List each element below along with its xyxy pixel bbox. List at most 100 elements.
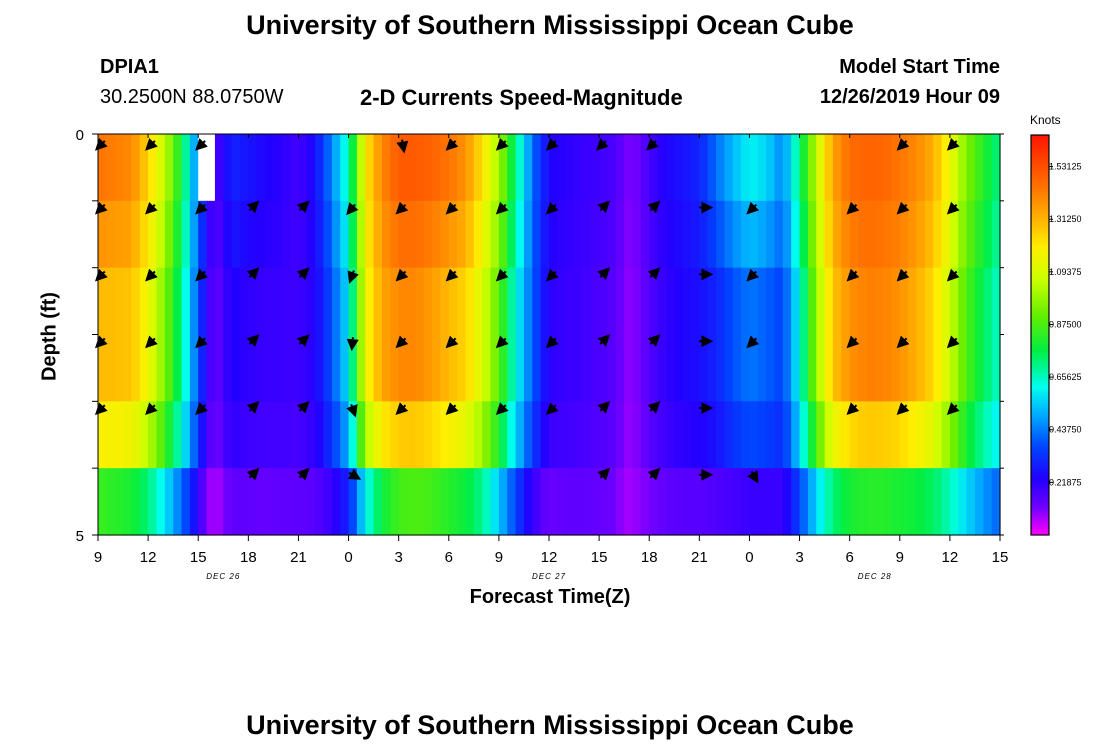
heatmap-cell — [657, 334, 667, 402]
heatmap-cell — [189, 134, 199, 202]
heatmap-cell — [390, 334, 400, 402]
heatmap-cell — [223, 401, 233, 469]
heatmap-cell — [473, 200, 483, 269]
heatmap-cell — [916, 134, 926, 202]
current-vector-arrow — [296, 400, 310, 414]
heatmap-cell — [265, 468, 274, 536]
current-vector-arrow — [596, 138, 609, 151]
heatmap-cell — [214, 134, 224, 202]
heatmap-cell — [532, 267, 542, 336]
heatmap-cell — [991, 267, 1001, 336]
heatmap-cell — [933, 134, 943, 202]
heatmap-cell — [432, 134, 442, 202]
heatmap-cell — [632, 200, 642, 269]
heatmap-cell — [106, 200, 116, 269]
heatmap-cell — [457, 401, 467, 469]
heatmap-cell — [498, 468, 508, 536]
heatmap-cell — [799, 401, 809, 469]
heatmap-cell — [824, 468, 834, 536]
x-tick-label: 9 — [495, 549, 503, 566]
heatmap-cell — [632, 134, 642, 202]
heatmap-cell — [173, 401, 183, 469]
x-axis: 9 12 15 18 21 0 3 6 9 12 15 18 21 0 3 6 9 12 15 DEC 26 DEC 2… — [94, 134, 1008, 581]
heatmap-cell — [465, 134, 475, 202]
heatmap-cell — [398, 401, 408, 469]
heatmap-cell — [891, 401, 901, 469]
heatmap-cell — [181, 200, 191, 269]
heatmap-cell — [181, 468, 191, 536]
colorbar-tick-label: 1.53125 — [1049, 162, 1082, 172]
x-tick-label: 9 — [896, 549, 904, 566]
heatmap-cell — [407, 401, 416, 469]
heatmap-cell — [791, 401, 801, 469]
current-vector-arrow — [746, 335, 760, 349]
heatmap-cell — [214, 334, 224, 402]
heatmap-cell — [582, 267, 592, 336]
heatmap-cell — [699, 401, 709, 469]
heatmap-cell — [290, 200, 300, 269]
date-label: DEC 26 — [206, 572, 240, 581]
heatmap-cell — [816, 401, 826, 469]
heatmap-cell — [549, 134, 558, 202]
heatmap-cell — [206, 267, 216, 336]
heatmap-cell — [381, 334, 391, 402]
heatmap-cell — [682, 468, 692, 536]
heatmap-cell — [306, 134, 316, 202]
x-tick-label: 9 — [94, 549, 102, 566]
heatmap-cell — [331, 401, 341, 469]
heatmap-cell — [724, 468, 734, 536]
heatmap-cell — [707, 401, 717, 469]
heatmap-cell — [198, 468, 208, 536]
heatmap-cell — [983, 334, 993, 402]
y-tick-label-bottom: 5 — [76, 528, 84, 545]
heatmap-cell — [682, 134, 692, 202]
heatmap-cell — [273, 334, 283, 402]
heatmap-cell — [574, 134, 584, 202]
heatmap-cell — [457, 334, 467, 402]
heatmap-cell — [791, 334, 801, 402]
heatmap-cell — [908, 134, 918, 202]
heatmap-cell — [239, 334, 249, 402]
heatmap-cell — [198, 267, 208, 336]
heatmap-cell — [323, 334, 333, 402]
heatmap-cell — [273, 134, 283, 202]
heatmap-cell — [348, 267, 358, 336]
current-vector-arrow — [896, 138, 910, 151]
heatmap-cell — [565, 200, 575, 269]
heatmap-cell — [866, 334, 876, 402]
heatmap-cell — [457, 267, 467, 336]
heatmap-cell — [732, 401, 742, 469]
heatmap-cell — [824, 334, 834, 402]
heatmap-cell — [507, 468, 517, 536]
y-axis-label: Depth (ft) — [38, 292, 61, 381]
x-tick-label: 3 — [795, 549, 803, 566]
heatmap-cell — [799, 134, 809, 202]
heatmap-cell — [991, 334, 1001, 402]
heatmap-cell — [265, 334, 274, 402]
heatmap-cell — [565, 468, 575, 536]
heatmap-cell — [114, 134, 124, 202]
heatmap-cell — [281, 468, 291, 536]
heatmap-cell — [373, 267, 383, 336]
heatmap-cell — [858, 401, 867, 469]
heatmap-cell — [340, 401, 350, 469]
heatmap-cell — [407, 468, 416, 536]
heatmap-cell — [933, 267, 943, 336]
heatmap-cell — [665, 267, 675, 336]
heatmap-cell — [966, 200, 976, 269]
heatmap-cell — [432, 200, 442, 269]
heatmap-cell — [457, 200, 467, 269]
heatmap-cell — [983, 267, 993, 336]
heatmap-cell — [690, 267, 700, 336]
heatmap-cell — [849, 468, 859, 536]
heatmap-cell — [340, 200, 350, 269]
current-vector-arrow — [395, 268, 409, 282]
heatmap-cell — [774, 334, 784, 402]
heatmap-cell — [231, 200, 241, 269]
heatmap-cell — [716, 334, 725, 402]
heatmap-cell — [490, 134, 500, 202]
heatmap-cell — [248, 200, 258, 269]
heatmap-cell — [532, 334, 542, 402]
heatmap-cell — [106, 267, 116, 336]
